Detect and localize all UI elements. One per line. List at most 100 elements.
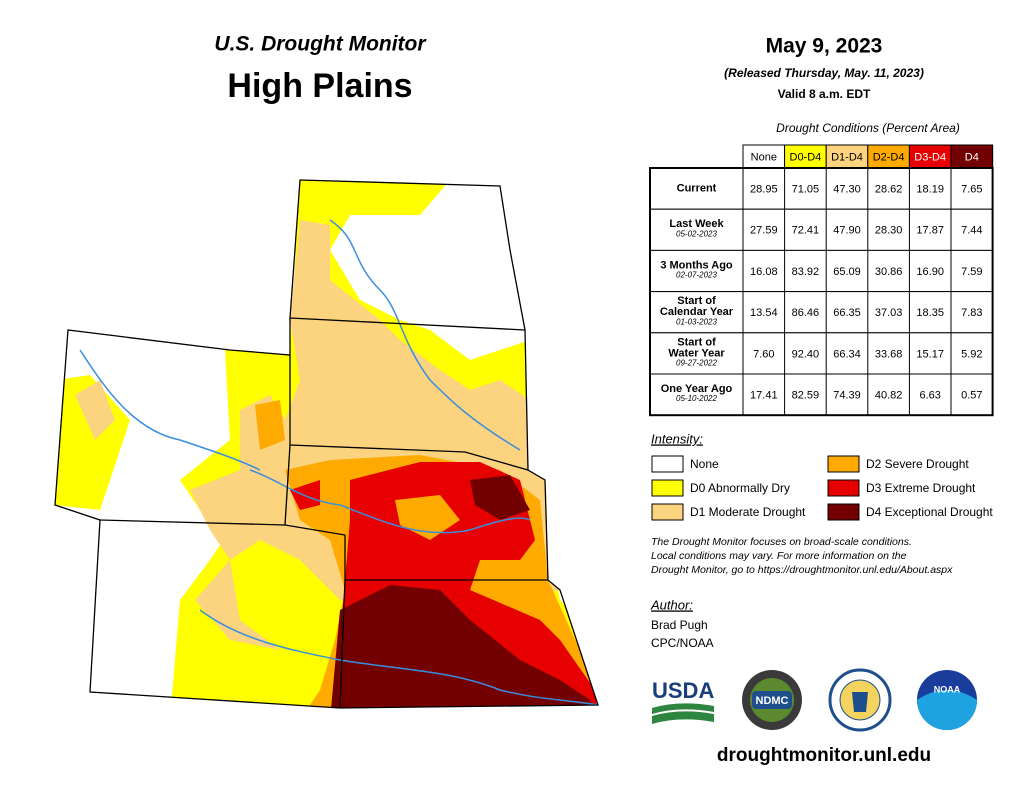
cell-value: 15.17 [916,348,944,360]
cell-value: 17.87 [916,225,944,237]
conditions-table: Drought Conditions (Percent Area) None D0… [649,121,994,417]
website-url: droughtmonitor.unl.edu [717,745,931,766]
legend-swatch [651,479,684,497]
column-header: D1-D4 [831,151,863,163]
column-header: D4 [965,151,979,163]
legend-label: D2 Severe Drought [866,457,969,471]
column-header: D2-D4 [873,151,905,163]
table-caption: Drought Conditions (Percent Area) [776,121,960,135]
cell-value: 18.35 [916,307,944,319]
cell-value: 28.95 [750,184,778,196]
cell-value: 47.90 [833,225,861,237]
logo-text: NDMC [756,695,789,707]
legend-swatch [827,455,860,473]
legend-title: Intensity: [651,431,703,446]
author: Author: Brad Pugh CPC/NOAA [650,597,714,650]
cell-value: 74.39 [833,390,861,402]
logos: USDA NDMC NOAA [652,668,977,732]
row-cell [649,167,994,210]
row-cell [649,373,994,416]
release-date: (Released Thursday, May. 11, 2023) [724,66,924,80]
cell-value: 72.41 [792,225,820,237]
legend-swatch [651,455,684,473]
row-label: Start of [677,336,716,348]
row-date: 01-03-2023 [676,317,717,326]
row-label: One Year Ago [661,383,733,395]
logo-text: NOAA [934,684,961,694]
cell-value: 28.62 [875,184,903,196]
row-cell [649,332,994,375]
noaa-logo: NOAA [917,670,977,730]
legend-label: D0 Abnormally Dry [690,481,790,495]
cell-value: 7.65 [961,184,982,196]
valid-time: Valid 8 a.m. EDT [778,87,871,101]
row-date: 05-02-2023 [676,229,717,238]
cell-value: 28.30 [875,225,903,237]
cell-value: 33.68 [875,348,903,360]
cell-value: 18.19 [916,184,944,196]
row-date: 05-10-2022 [676,394,717,403]
row-label: Last Week [669,218,724,230]
legend: Intensity: None D0 Abnormally Dry D1 Moder… [651,431,993,521]
cell-value: 40.82 [875,390,903,402]
cell-value: 66.35 [833,307,861,319]
cell-value: 17.41 [750,390,778,402]
author-line: CPC/NOAA [651,636,714,650]
note-line: Drought Monitor, go to https://droughtmo… [651,564,953,576]
legend-swatch [651,503,684,521]
cell-value: 65.09 [833,266,861,278]
region-title: High Plains [227,67,412,105]
row-label: Start of [677,295,716,307]
logo-text: USDA [652,678,714,703]
cell-value: 92.40 [792,348,820,360]
note: The Drought Monitor focuses on broad-sca… [651,536,953,576]
cell-value: 47.30 [833,184,861,196]
cell-value: 7.60 [753,348,774,360]
author-line: Brad Pugh [651,618,708,632]
row-date: 09-27-2022 [676,359,717,368]
legend-label: None [690,457,719,471]
cell-value: 71.05 [792,184,820,196]
legend-swatch [827,479,860,497]
cell-value: 27.59 [750,225,778,237]
cell-value: 82.59 [792,390,820,402]
cell-value: 66.34 [833,348,861,360]
author-title: Author: [650,597,693,612]
note-line: The Drought Monitor focuses on broad-sca… [651,536,912,548]
legend-swatch [827,503,860,521]
cell-value: 0.57 [961,390,982,402]
cell-value: 83.92 [792,266,820,278]
cell-value: 7.83 [961,307,982,319]
cell-value: 7.44 [961,225,982,237]
table-border [649,167,994,417]
column-header: D0-D4 [790,151,822,163]
usda-logo: USDA [652,678,714,724]
cell-value: 30.86 [875,266,903,278]
row-cell [649,291,994,334]
row-date: 02-07-2023 [676,271,717,280]
note-line: Local conditions may vary. For more info… [651,550,907,562]
legend-label: D1 Moderate Drought [690,505,806,519]
product-title: U.S. Drought Monitor [214,33,427,56]
column-header: None [751,151,777,163]
row-label: 3 Months Ago [660,259,733,271]
cell-value: 6.63 [919,390,940,402]
column-header: D3-D4 [914,151,946,163]
ndmc-logo: NDMC [742,670,802,730]
row-label: Current [677,183,717,195]
row-label: Calendar Year [660,306,734,318]
cell-value: 13.54 [750,307,778,319]
cell-value: 16.08 [750,266,778,278]
cell-value: 5.92 [961,348,982,360]
cell-value: 37.03 [875,307,903,319]
legend-label: D4 Exceptional Drought [866,505,993,519]
legend-label: D3 Extreme Drought [866,481,976,495]
row-label: Water Year [668,347,725,359]
drought-map [54,179,599,709]
cell-value: 86.46 [792,307,820,319]
cell-value: 16.90 [916,266,944,278]
map-date: May 9, 2023 [766,35,883,58]
cell-value: 7.59 [961,266,982,278]
row-cell [649,249,994,293]
